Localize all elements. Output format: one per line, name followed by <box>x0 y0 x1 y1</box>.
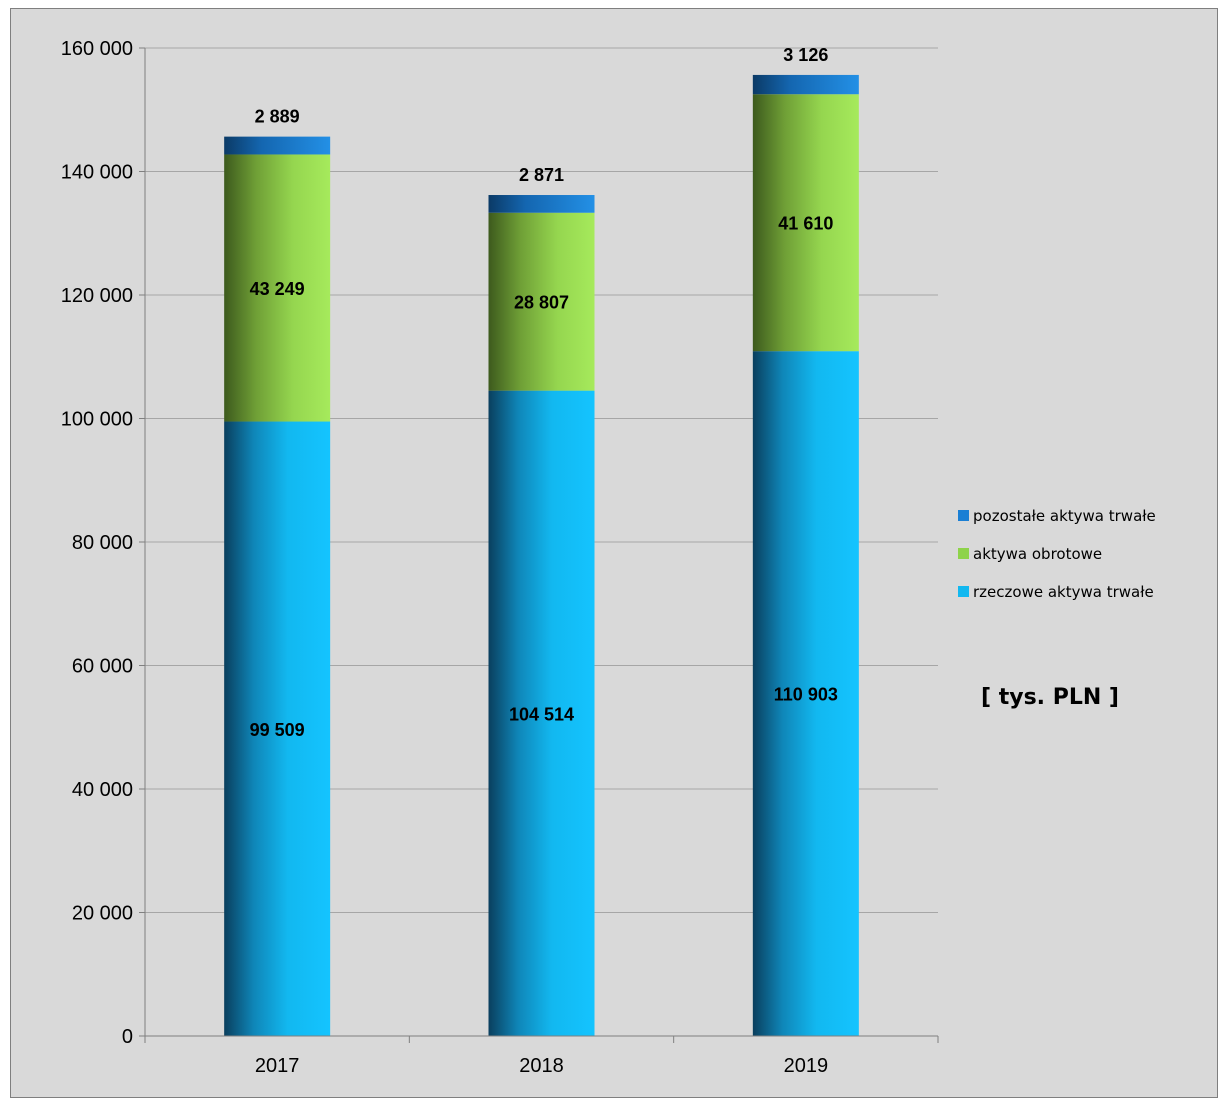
bar-segment <box>488 212 595 391</box>
y-tick-label: 100 000 <box>61 409 133 431</box>
bar-segment <box>752 351 859 1037</box>
x-tick-label: 2018 <box>519 1055 564 1077</box>
data-label: 43 249 <box>250 279 305 299</box>
legend-swatch <box>958 586 969 597</box>
y-tick-label: 140 000 <box>61 162 133 184</box>
legend: pozostałe aktywa trwałe aktywa obrotowe rz… <box>958 507 1156 601</box>
bar-segment <box>488 390 595 1036</box>
legend-label: aktywa obrotowe <box>973 545 1102 563</box>
x-tick-label: 2017 <box>255 1055 300 1077</box>
bar-segment <box>752 94 859 352</box>
axes: 0 20 000 40 000 60 000 80 000 100 000 120 000 1… <box>61 38 939 1077</box>
y-tick-label: 160 000 <box>61 38 133 60</box>
y-tick-label: 0 <box>122 1026 133 1048</box>
unit-label: [ tys. PLN ] <box>981 685 1119 710</box>
data-label: 2 871 <box>519 165 564 185</box>
bar-segment <box>224 154 331 422</box>
chart-area <box>10 8 1218 1098</box>
y-tick-label: 80 000 <box>72 532 133 554</box>
bar-segment <box>752 74 859 95</box>
x-tick-label: 2019 <box>784 1055 829 1077</box>
y-tick-label: 20 000 <box>72 903 133 925</box>
data-label: 3 126 <box>783 45 828 65</box>
bar-segment <box>224 421 331 1036</box>
legend-swatch <box>958 510 969 521</box>
legend-label: rzeczowe aktywa trwałe <box>973 583 1154 601</box>
data-label: 41 610 <box>778 214 833 234</box>
y-tick-label: 60 000 <box>72 656 133 678</box>
y-tick-label: 120 000 <box>61 285 133 307</box>
data-label: 28 807 <box>514 293 569 313</box>
y-tick-label: 40 000 <box>72 779 133 801</box>
bar-segment <box>488 195 595 213</box>
data-label: 104 514 <box>509 704 574 724</box>
legend-label: pozostałe aktywa trwałe <box>973 507 1156 525</box>
legend-swatch <box>958 548 969 559</box>
data-label: 110 903 <box>774 685 838 705</box>
data-label: 99 509 <box>250 720 305 740</box>
data-labels: 99 509 43 249 2 889 104 514 28 807 2 871 110 9… <box>250 45 838 740</box>
data-label: 2 889 <box>255 107 300 127</box>
bars <box>224 74 859 1037</box>
bar-segment <box>224 136 331 155</box>
